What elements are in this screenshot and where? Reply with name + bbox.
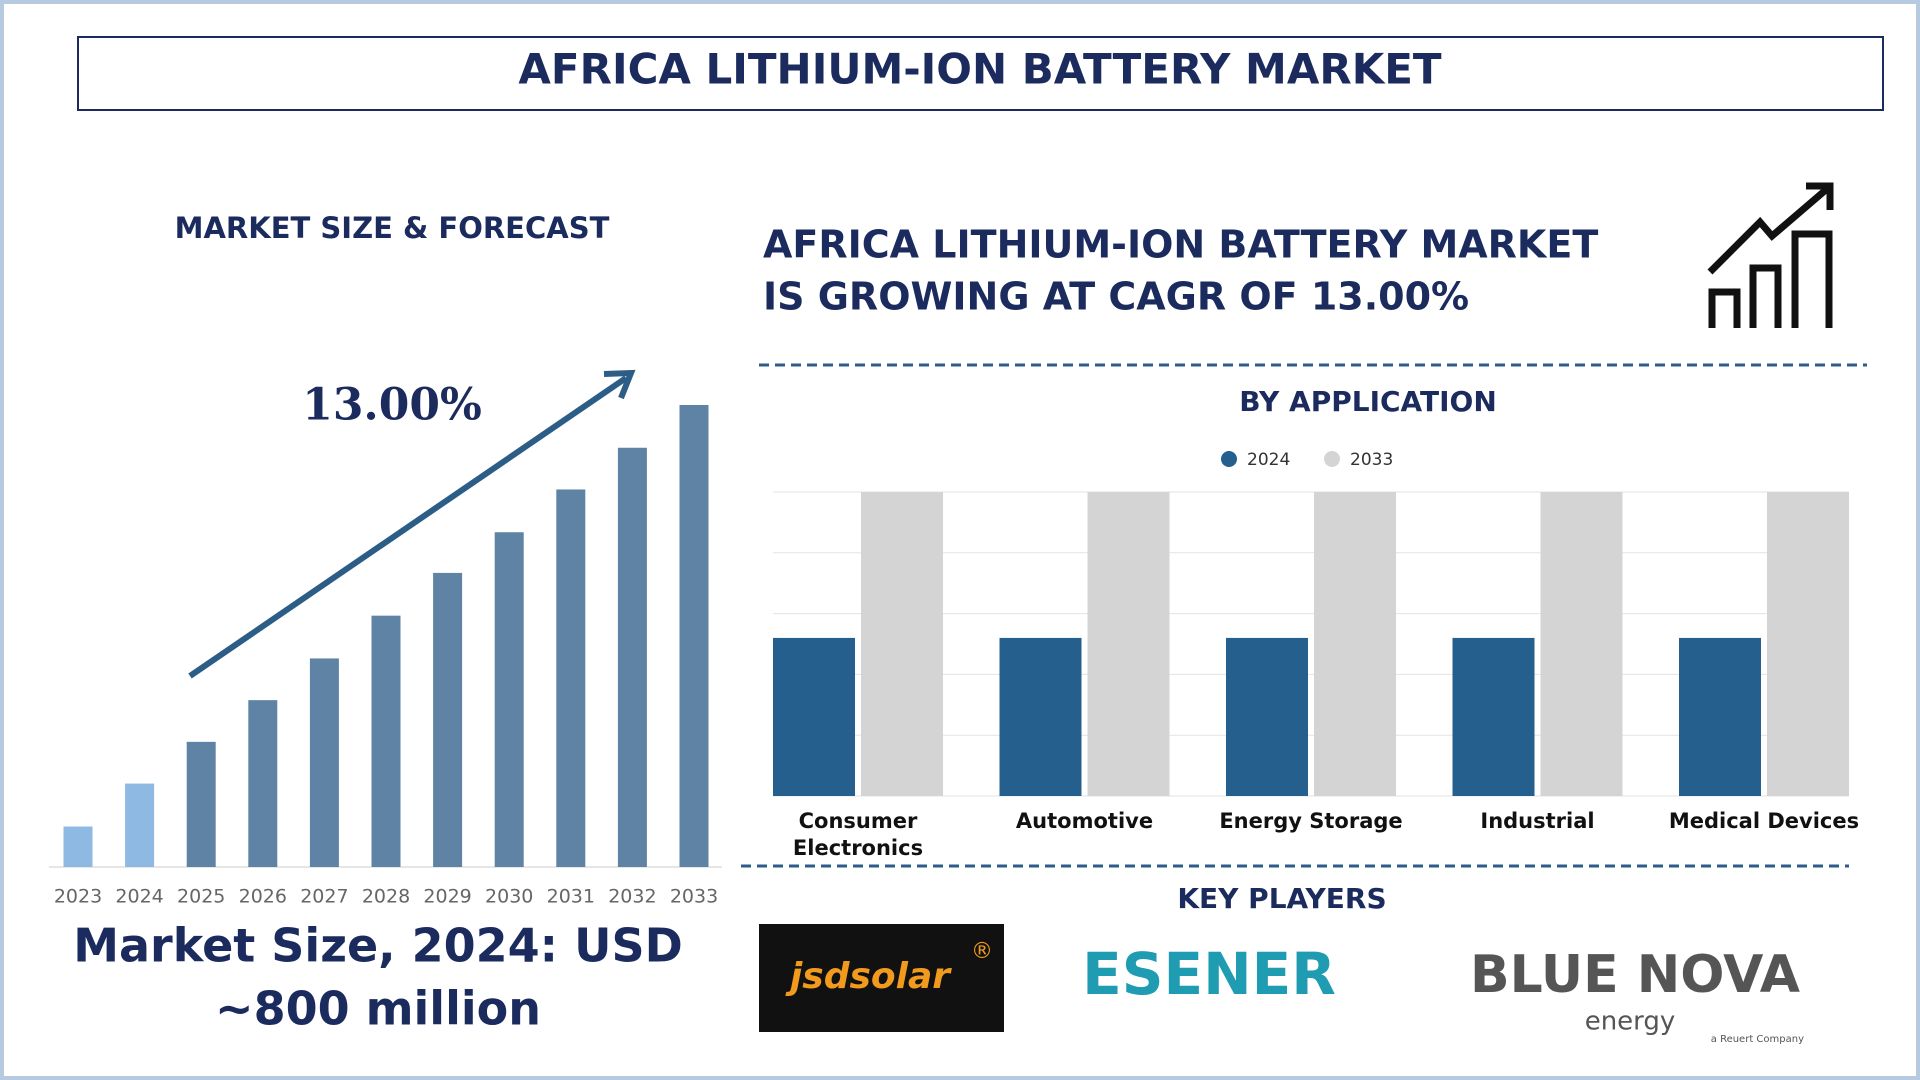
trend-arrow — [188, 375, 628, 679]
bar — [1452, 637, 1535, 796]
legend-swatch — [1324, 451, 1340, 467]
x-tick-label: 2033 — [670, 886, 718, 908]
bar — [556, 489, 586, 867]
bar — [1314, 492, 1396, 796]
bar — [999, 637, 1082, 796]
bar — [186, 741, 216, 867]
logo: ESENER — [1082, 940, 1336, 1008]
bar — [1679, 637, 1761, 796]
x-tick-label: 2026 — [239, 886, 287, 908]
x-tick-label: 2025 — [177, 886, 225, 908]
bar — [309, 658, 339, 867]
section-title: KEY PLAYERS — [1177, 882, 1386, 915]
market-size: Market Size, 2024: USD — [73, 919, 683, 973]
x-tick-label: 2023 — [54, 886, 102, 908]
logo: jsdsolar — [785, 956, 952, 997]
legend-label: 2024 — [1247, 450, 1290, 470]
bar — [1767, 492, 1849, 796]
logo-subtitle: energy — [1585, 1007, 1676, 1037]
bar — [125, 783, 155, 867]
x-tick-label: Automotive — [1015, 809, 1154, 833]
bar — [1540, 492, 1623, 796]
x-tick-label: 2030 — [485, 886, 533, 908]
bar — [617, 447, 647, 867]
x-tick-label: Consumer Electronics — [792, 809, 924, 860]
x-tick-label: 2029 — [423, 886, 471, 908]
logo-box — [759, 924, 1004, 1032]
market-size: ~800 million — [215, 982, 541, 1036]
bar — [861, 492, 943, 796]
x-tick-label: Medical Devices — [1668, 809, 1860, 833]
x-tick-label: Industrial — [1480, 809, 1595, 833]
growth-icon — [1707, 182, 1834, 328]
bar — [679, 405, 709, 867]
annotation: 13.00% — [302, 380, 482, 431]
bar — [773, 637, 855, 796]
logo: BLUE NOVA — [1470, 945, 1800, 1005]
title-box — [77, 36, 1884, 111]
bar — [494, 532, 524, 867]
bar — [1226, 637, 1308, 796]
x-tick-label: 2032 — [608, 886, 656, 908]
logo-tagline: a Reuert Company — [1711, 1034, 1804, 1045]
logo-mark: ® — [971, 939, 993, 964]
x-tick-label: 2028 — [362, 886, 410, 908]
bar — [1087, 492, 1170, 796]
x-tick-label: Energy Storage — [1219, 809, 1403, 833]
bar — [248, 700, 278, 867]
arrow-head — [603, 369, 636, 400]
chart-title: MARKET SIZE & FORECAST — [175, 211, 610, 245]
bar — [371, 615, 401, 867]
headline: IS GROWING AT CAGR OF 13.00% — [763, 275, 1469, 319]
headline: AFRICA LITHIUM-ION BATTERY MARKET — [763, 223, 1598, 267]
x-tick-label: 2024 — [115, 886, 163, 908]
legend-label: 2033 — [1350, 450, 1393, 470]
x-tick-label: 2031 — [547, 886, 595, 908]
bar — [433, 572, 463, 867]
chart-title: BY APPLICATION — [1239, 385, 1497, 418]
x-tick-label: 2027 — [300, 886, 348, 908]
page-title: AFRICA LITHIUM-ION BATTERY MARKET — [518, 45, 1442, 94]
bar — [63, 826, 93, 867]
legend-swatch — [1221, 451, 1237, 467]
